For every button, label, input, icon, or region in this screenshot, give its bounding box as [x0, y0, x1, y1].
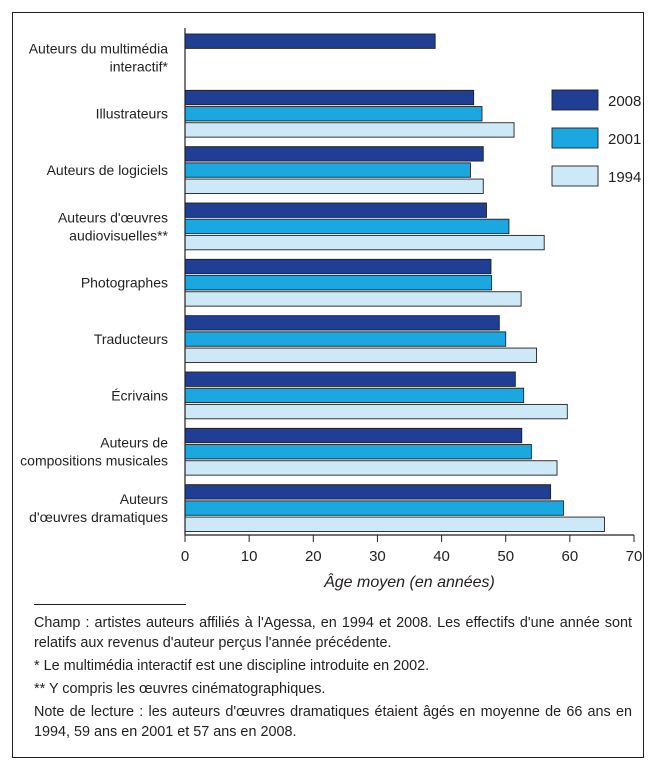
bar-2001-4 — [184, 275, 493, 291]
note-multimedia: * Le multimédia interactif est une disci… — [34, 658, 430, 674]
bar-1994-3 — [184, 234, 545, 251]
category-label-5-line-0: Traducteurs — [94, 331, 168, 347]
chart-notes: Champ : artistes auteurs affiliés à l'Ag… — [34, 604, 632, 745]
category-label-1-line-0: Illustrateurs — [96, 106, 168, 122]
category-label-0-line-0: Auteurs du multimédia — [29, 40, 169, 56]
x-tick-label-70: 70 — [626, 548, 643, 565]
category-label-7-line-0: Auteurs de — [100, 435, 168, 451]
bar-2008-0 — [184, 33, 436, 49]
category-label-0-line-1: interactif* — [110, 58, 169, 74]
notes-divider — [34, 604, 186, 605]
bar-2008-7 — [184, 427, 523, 444]
x-axis-title: Âge moyen (en années) — [323, 572, 495, 591]
x-tick-label-10: 10 — [241, 548, 258, 565]
legend-swatch-1994 — [551, 165, 599, 187]
bar-2008-6 — [184, 371, 516, 387]
bar-1994-5 — [184, 347, 537, 363]
x-tick-label-50: 50 — [497, 548, 514, 565]
category-label-3-line-0: Auteurs d'œuvres — [58, 209, 168, 225]
bar-2001-1 — [184, 106, 483, 122]
x-tick-label-40: 40 — [433, 548, 450, 565]
category-label-2-line-0: Auteurs de logiciels — [47, 162, 168, 178]
x-tick-label-30: 30 — [369, 548, 386, 565]
bar-2008-2 — [184, 146, 484, 162]
category-label-8-line-0: Auteurs — [120, 491, 168, 507]
bar-chart: Auteurs du multimédia interactif* Illustra… — [20, 28, 643, 591]
bar-1994-2 — [184, 178, 484, 194]
bar-2001-6 — [184, 387, 525, 404]
bar-1994-8 — [184, 516, 605, 532]
note-champ: Champ : artistes auteurs affiliés à l'Ag… — [34, 615, 632, 651]
legend-swatch-2008 — [551, 89, 599, 111]
bar-1994-1 — [184, 122, 515, 138]
bar-2008-5 — [184, 315, 500, 331]
legend-swatch-2001 — [551, 127, 599, 149]
bar-1994-7 — [184, 460, 558, 476]
note-audiovisual: ** Y compris les œuvres cinématographiqu… — [34, 681, 326, 697]
x-tick-label-20: 20 — [305, 548, 322, 565]
category-label-3-line-1: audiovisuelles** — [69, 227, 168, 243]
x-tick-label-0: 0 — [181, 548, 189, 565]
bar-2001-7 — [184, 444, 532, 460]
bar-2008-4 — [184, 258, 492, 275]
bar-2008-1 — [184, 89, 475, 106]
bar-2008-3 — [184, 202, 487, 218]
x-tick-label-60: 60 — [562, 548, 579, 565]
category-label-7-line-1: compositions musicales — [20, 453, 168, 469]
bar-1994-6 — [184, 403, 568, 420]
bar-2008-8 — [184, 484, 552, 500]
bar-2001-5 — [184, 331, 507, 347]
bar-2001-8 — [184, 500, 564, 516]
legend-label-2001: 2001 — [608, 131, 641, 148]
bar-2001-2 — [184, 162, 471, 178]
category-label-8-line-1: d'œuvres dramatiques — [29, 509, 168, 525]
legend-label-2008: 2008 — [608, 93, 641, 110]
bar-1994-4 — [184, 291, 522, 307]
legend-label-1994: 1994 — [608, 169, 641, 186]
bar-2001-3 — [184, 218, 510, 235]
category-label-4-line-0: Photographes — [81, 275, 168, 291]
note-reading: Note de lecture : les auteurs d'œuvres d… — [34, 704, 632, 740]
category-label-6-line-0: Écrivains — [111, 387, 168, 403]
